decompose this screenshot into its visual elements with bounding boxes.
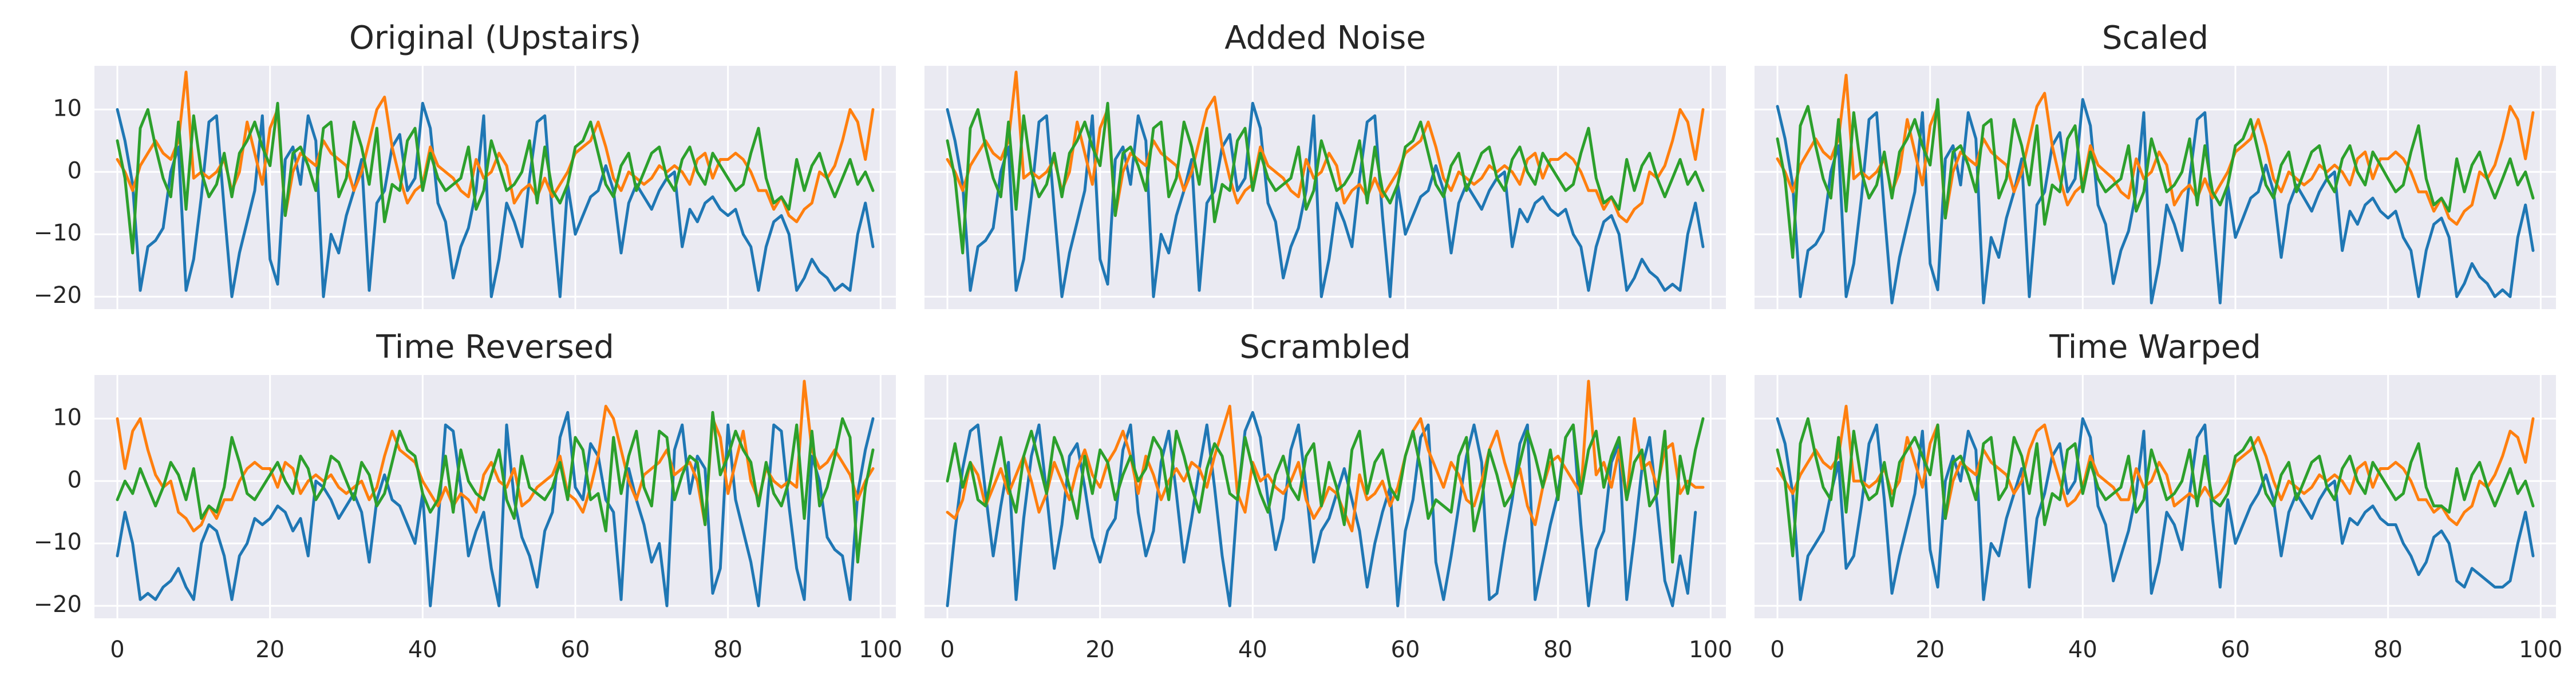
subplot-title: Original (Upstairs) [349, 19, 641, 57]
subplot-5: Scrambled 0 20 40 60 80 100 [924, 329, 1733, 663]
y-tick-label: 0 [68, 467, 82, 493]
x-tick-label: 0 [940, 637, 954, 663]
series-line-1 [1776, 98, 2535, 305]
y-tick-label: −20 [34, 282, 82, 309]
series-line-1 [946, 101, 1705, 298]
x-tick-label: 60 [2221, 637, 2250, 663]
y-tick-label: −20 [34, 591, 82, 618]
series-line-3 [946, 417, 1705, 564]
x-tick-label: 80 [713, 637, 742, 663]
x-tick-label: 100 [2519, 637, 2562, 663]
x-tick-label: 80 [1543, 637, 1573, 663]
x-tick-label: 40 [408, 637, 437, 663]
x-tick-label: 100 [1689, 637, 1732, 663]
subplot-title: Added Noise [1224, 19, 1426, 57]
x-tick-label: 20 [1915, 637, 1945, 663]
x-tick-label: 40 [1238, 637, 1267, 663]
series-line-1 [1776, 417, 2535, 601]
y-tick-label: 10 [53, 95, 82, 121]
y-tick-label: 10 [53, 404, 82, 431]
x-tick-label: 100 [859, 637, 902, 663]
subplot-title: Scrambled [1239, 329, 1411, 366]
subplot-1: Original (Upstairs) −20 −10 0 10 [34, 19, 896, 309]
y-tick-label: 0 [68, 157, 82, 184]
series-line-3 [1776, 98, 2535, 259]
y-tick-label: −10 [34, 220, 82, 246]
y-tick-label: −10 [34, 529, 82, 555]
series-line-3 [946, 101, 1705, 255]
subplot-3: Scaled [1755, 19, 2556, 309]
x-tick-label: 0 [110, 637, 124, 663]
x-tick-label: 0 [1770, 637, 1784, 663]
x-tick-label: 60 [1391, 637, 1420, 663]
series-line-3 [116, 101, 875, 255]
x-tick-label: 40 [2068, 637, 2097, 663]
series-line-1 [116, 410, 875, 607]
series-line-3 [116, 410, 875, 564]
subplot-6: Time Warped 0 20 40 60 80 100 [1755, 329, 2563, 663]
subplot-title: Time Reversed [376, 329, 614, 366]
series-line-1 [116, 101, 875, 298]
series-line-3 [1776, 417, 2535, 558]
subplot-title: Scaled [2102, 19, 2208, 57]
subplot-title: Time Warped [2049, 329, 2261, 366]
subplot-2: Added Noise [924, 19, 1726, 309]
x-tick-label: 80 [2373, 637, 2403, 663]
series-line-2 [946, 380, 1705, 532]
x-tick-label: 20 [255, 637, 285, 663]
x-tick-label: 20 [1085, 637, 1115, 663]
x-tick-label: 60 [561, 637, 590, 663]
